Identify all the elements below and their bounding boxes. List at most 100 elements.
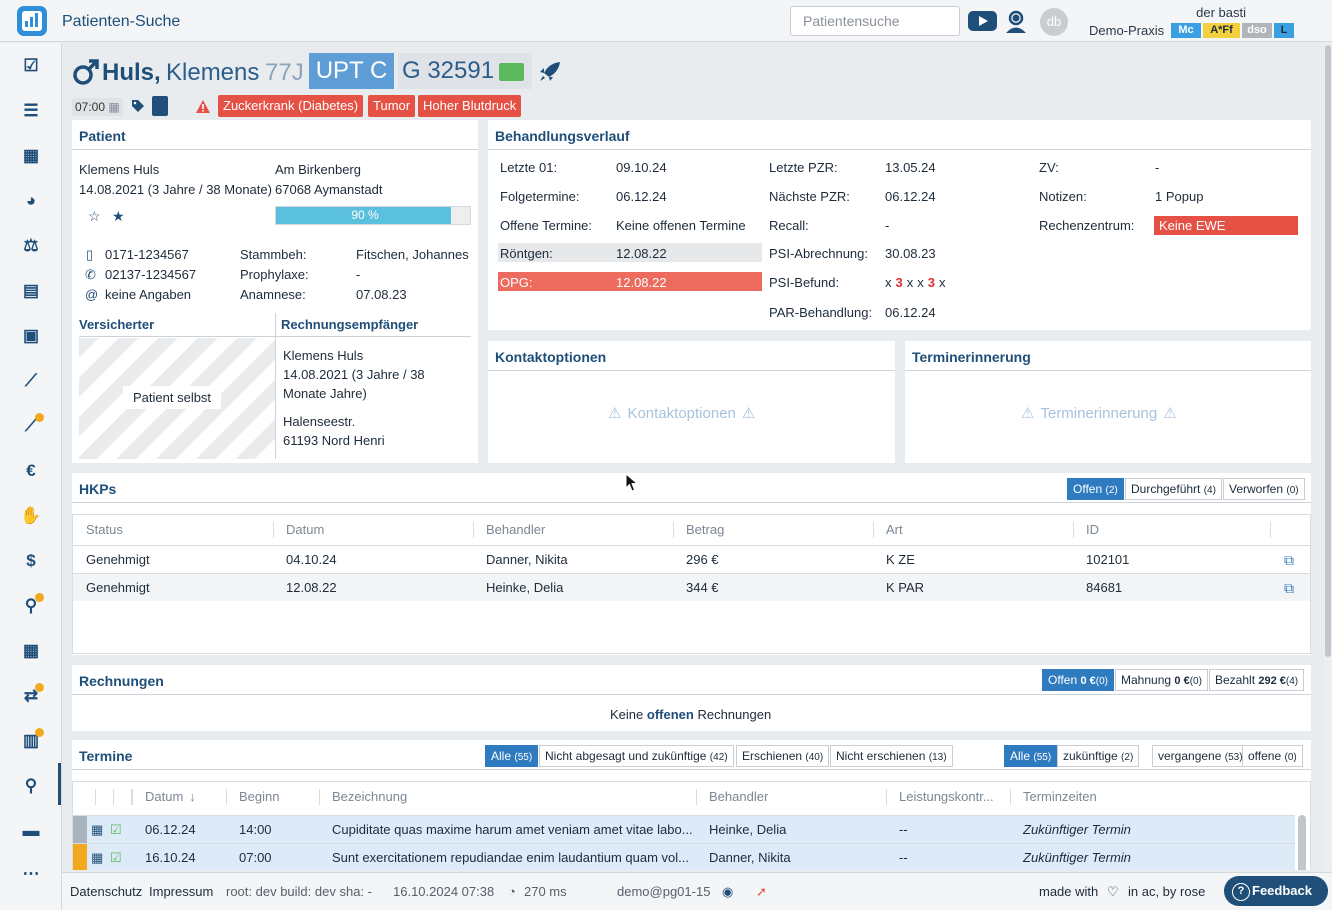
hkp-column-header[interactable]: Behandler <box>486 522 546 537</box>
xray-row-highlight <box>498 243 762 262</box>
appointment-column-header[interactable]: Behandler <box>709 782 768 812</box>
filter-toggle[interactable]: Alle (55) <box>1004 745 1058 767</box>
calendar-check-icon[interactable]: ☑ <box>110 822 122 837</box>
qr-icon[interactable]: ▦ <box>91 822 104 837</box>
sidebar-building-item[interactable]: ▥ <box>18 728 44 754</box>
qr-icon[interactable]: ▦ <box>91 850 104 865</box>
filter-label: Offen <box>1073 482 1103 496</box>
filter-toggle[interactable]: Verworfen (0) <box>1223 478 1305 500</box>
sidebar-grid-item[interactable]: ▦ <box>18 638 44 664</box>
sidebar-transfer-item[interactable]: ⇄ <box>18 683 44 709</box>
practice-badge-dso[interactable]: dso <box>1242 23 1272 38</box>
note-icon[interactable] <box>152 96 168 116</box>
hkp-column-header[interactable]: Art <box>886 522 903 537</box>
star-filled-icon[interactable]: ★ <box>112 208 125 224</box>
sidebar-more-item[interactable]: ⋯ <box>18 861 44 887</box>
sidebar-document-item[interactable]: ▤ <box>18 278 44 304</box>
filter-toggle[interactable]: Bezahlt 292 €(4) <box>1209 669 1305 691</box>
patient-search-input[interactable] <box>790 6 960 36</box>
practice-name[interactable]: Demo-Praxis <box>1089 23 1165 38</box>
insurance-card-icon[interactable] <box>499 63 524 81</box>
support-agent-icon[interactable] <box>1004 8 1028 34</box>
patient-first-name: Klemens <box>166 59 260 86</box>
status-color-bar <box>73 844 87 870</box>
sidebar-table-item[interactable]: ▦ <box>18 143 44 169</box>
filter-toggle[interactable]: zukünftige (2) <box>1057 745 1140 767</box>
user-name[interactable]: der basti <box>1196 5 1246 20</box>
column-label: Bezeichnung <box>332 789 408 804</box>
sidebar-euro-item[interactable]: € <box>18 458 44 484</box>
hkp-column-header[interactable]: Status <box>86 522 123 537</box>
appointment-column-header[interactable]: Terminzeiten <box>1023 782 1097 812</box>
appointment-row[interactable]: ▦ ☑ 16.10.24 07:00 Sunt exercitationem repud… <box>73 843 1295 870</box>
practice-badge-l[interactable]: L <box>1274 23 1294 38</box>
filter-count: (2) <box>1121 752 1134 763</box>
sidebar-pie-chart-item[interactable]: ◕ <box>18 188 44 214</box>
hkp-column-header[interactable]: Betrag <box>686 522 725 537</box>
imprint-link[interactable]: Impressum <box>149 884 214 899</box>
phone-number[interactable]: 02137-1234567 <box>105 267 197 282</box>
external-link-icon[interactable]: ⧉ <box>1284 580 1294 596</box>
filter-toggle[interactable]: Nicht erschienen (13) <box>830 745 953 767</box>
filter-toggle[interactable]: Offen (2) <box>1067 478 1124 500</box>
table-scrollbar[interactable] <box>1298 815 1306 870</box>
practice-badge-mc[interactable]: Mc <box>1171 23 1201 38</box>
appointment-column-header[interactable]: Beginn <box>239 782 279 812</box>
appointments-table: Datum ↓ Beginn Bezeichnung Behandler Leistung… <box>72 781 1311 870</box>
sidebar-search-badge-item[interactable]: ⚲ <box>18 593 44 619</box>
risk-badge[interactable]: Hoher Blutdruck <box>418 95 522 117</box>
sidebar-invoice-item[interactable]: $ <box>18 548 44 574</box>
rocket-icon[interactable]: ➚ <box>756 884 767 899</box>
practice-badge-aff[interactable]: A*Ff <box>1203 23 1240 38</box>
filter-toggle[interactable]: Nicht abgesagt und zukünftige (42) <box>539 745 734 767</box>
filter-toggle[interactable]: Mahnung 0 €(0) <box>1115 669 1208 691</box>
filter-toggle[interactable]: Offen 0 €(0) <box>1042 669 1115 691</box>
scale-icon: ⚖ <box>23 236 39 255</box>
tag-icon[interactable] <box>131 99 145 113</box>
sidebar-line-chart-item[interactable]: ⟋ <box>18 368 44 394</box>
hkp-column-header[interactable]: Datum <box>286 522 325 537</box>
scrollbar-thumb[interactable] <box>1325 45 1331 657</box>
star-outline-icon[interactable]: ☆ <box>88 208 101 224</box>
appointment-column-header[interactable]: Datum ↓ <box>145 782 196 812</box>
privacy-link[interactable]: Datenschutz <box>70 884 143 899</box>
sidebar-search-item[interactable]: ⚲ <box>18 773 44 799</box>
feedback-button[interactable]: Feedback <box>1224 876 1328 906</box>
user-avatar[interactable]: db <box>1040 8 1068 36</box>
sidebar-chart-badge-item[interactable]: ⟋ <box>18 413 44 439</box>
filter-amount: 0 € <box>1080 675 1096 687</box>
risk-badge[interactable]: Tumor <box>368 95 416 117</box>
sidebar-scale-item[interactable]: ⚖ <box>18 233 44 259</box>
mobile-number[interactable]: 0171-1234567 <box>105 247 189 262</box>
rocket-icon[interactable] <box>538 61 562 83</box>
filter-toggle[interactable]: Erschienen (40) <box>736 745 830 767</box>
hkp-table-row[interactable]: Genehmigt 12.08.22 Heinke, Delia 344 € K PAR… <box>73 573 1310 601</box>
filter-toggle[interactable]: offene (0) <box>1242 745 1303 767</box>
appointment-time[interactable]: 07:00 ▦ <box>72 98 123 116</box>
calendar-check-icon[interactable]: ☑ <box>110 850 122 865</box>
filter-toggle[interactable]: Alle (55) <box>485 745 539 767</box>
appointment-time-text: 07:00 <box>75 100 106 114</box>
appointment-row[interactable]: ▦ ☑ 06.12.24 14:00 Cupiditate quas maxime ha… <box>73 815 1295 843</box>
hkp-table-row[interactable]: Genehmigt 04.10.24 Danner, Nikita 296 € K ZE… <box>73 545 1310 573</box>
sidebar-list-item[interactable]: ☰ <box>18 98 44 124</box>
filter-toggle[interactable]: Durchgeführt (4) <box>1125 478 1222 500</box>
video-play-button[interactable] <box>968 11 997 31</box>
appointment-column-header[interactable]: Leistungskontr... <box>899 782 994 812</box>
hkp-column-header[interactable]: ID <box>1086 522 1099 537</box>
risk-badge[interactable]: Zuckerkrank (Diabetes) <box>218 95 364 117</box>
appointments-panel: Termine Alle (55) Nicht abgesagt und zukü… <box>72 740 1311 870</box>
page-scrollbar[interactable] <box>1324 43 1332 870</box>
sidebar-card-item[interactable]: ▬ <box>18 818 44 844</box>
sidebar-calendar-item[interactable]: ▣ <box>18 323 44 349</box>
external-link-icon[interactable]: ⧉ <box>1284 552 1294 568</box>
sidebar-hand-money-item[interactable]: ✋ <box>18 503 44 529</box>
filter-toggle[interactable]: vergangene (53) <box>1152 745 1249 767</box>
col1-label: Offene Termine: <box>500 218 593 233</box>
app-logo-icon[interactable] <box>17 6 47 36</box>
appointment-column-header[interactable]: Bezeichnung <box>332 782 407 812</box>
sidebar-checkbox-item[interactable]: ☑ <box>18 53 44 79</box>
recipient-city: 61193 Nord Henri <box>283 433 385 448</box>
treatment-badge[interactable]: UPT C <box>309 53 394 89</box>
eye-slash-icon[interactable]: ◉ <box>722 884 734 899</box>
